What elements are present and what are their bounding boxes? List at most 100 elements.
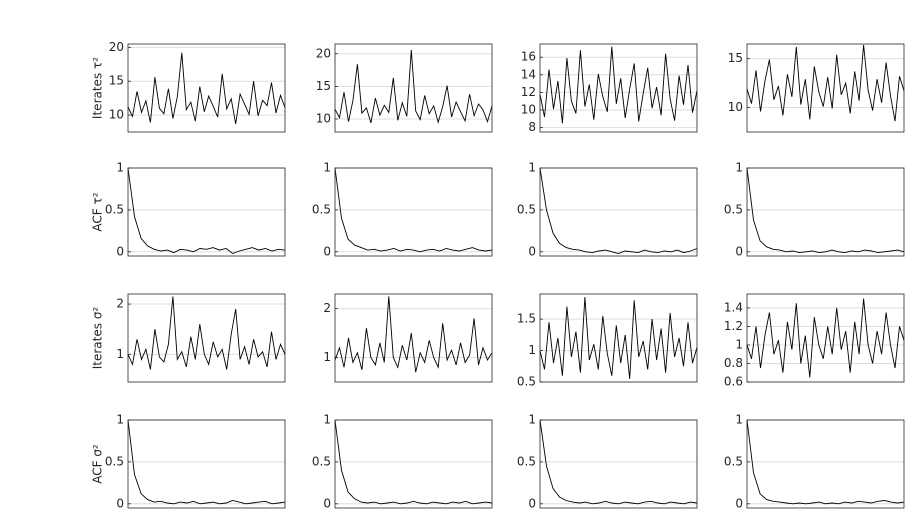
- series-line: [334, 419, 493, 505]
- y-tick-label: 0.5: [517, 375, 536, 389]
- axes-box: [334, 167, 493, 257]
- axes-box: [127, 419, 286, 509]
- y-axis-label: ACF σ²: [91, 444, 105, 484]
- y-tick-label: 0: [323, 244, 331, 258]
- series-line: [334, 49, 493, 124]
- panel: 00.51: [312, 413, 493, 510]
- y-tick-label: 1: [116, 161, 124, 175]
- y-tick-label: 1: [528, 413, 536, 427]
- panel: 10 15 20 Iterates τ²: [91, 40, 286, 133]
- panel: 1 2 Iterates σ²: [91, 293, 286, 383]
- y-tick-label: 0.6: [724, 375, 743, 389]
- series-line: [746, 419, 905, 505]
- series-line: [746, 44, 905, 122]
- y-tick-label: 20: [316, 46, 331, 60]
- axes-box: [539, 419, 698, 509]
- panel: 10 15: [728, 43, 905, 133]
- panel: 0 0.5 1 ACF τ²: [91, 161, 286, 258]
- y-axis-label: Iterates τ²: [91, 57, 105, 119]
- y-tick-label: 1: [323, 413, 331, 427]
- y-tick-label: 10: [316, 111, 331, 125]
- panel: 8 10 12 14 16: [521, 43, 698, 134]
- y-tick-label: 16: [521, 50, 536, 64]
- series-line: [539, 419, 698, 505]
- y-tick-label: 1: [735, 337, 743, 351]
- panel: 12: [323, 293, 493, 383]
- y-tick-label: 0: [116, 244, 124, 258]
- y-tick-label: 0: [116, 496, 124, 510]
- y-tick-label: 1: [116, 413, 124, 427]
- y-tick-label: 1.5: [517, 312, 536, 326]
- axes-box: [127, 167, 286, 257]
- y-tick-label: 0.5: [724, 202, 743, 216]
- y-tick-label: 0: [323, 496, 331, 510]
- axes-box: [746, 43, 905, 133]
- y-tick-label: 15: [316, 79, 331, 93]
- panel: 10 15 20: [316, 43, 493, 133]
- y-tick-label: 0: [528, 244, 536, 258]
- y-tick-label: 10: [521, 103, 536, 117]
- y-tick-label: 2: [116, 297, 124, 311]
- y-tick-label: 0.5: [312, 454, 331, 468]
- y-axis-label: Iterates σ²: [91, 307, 105, 370]
- panel: 00.51: [517, 161, 698, 258]
- axes-box: [539, 293, 698, 383]
- y-tick-label: 12: [521, 85, 536, 99]
- series-line: [746, 167, 905, 254]
- y-tick-label: 1: [323, 161, 331, 175]
- series-line: [127, 167, 286, 255]
- y-tick-label: 1: [116, 347, 124, 361]
- axes-box: [539, 167, 698, 257]
- series-line: [334, 296, 493, 373]
- y-tick-label: 0: [735, 244, 743, 258]
- series-line: [127, 296, 286, 370]
- y-tick-label: 0.5: [312, 202, 331, 216]
- y-tick-label: 0.5: [105, 454, 124, 468]
- series-line: [334, 167, 493, 253]
- y-tick-label: 10: [728, 100, 743, 114]
- y-tick-label: 0: [528, 496, 536, 510]
- y-tick-label: 0.5: [724, 454, 743, 468]
- axes-box: [746, 419, 905, 509]
- y-tick-label: 1: [528, 161, 536, 175]
- y-tick-label: 1: [528, 343, 536, 357]
- panel: 0.6 0.8 1 1.2 1.4: [724, 293, 905, 389]
- axes-box: [746, 167, 905, 257]
- y-tick-label: 0.5: [517, 202, 536, 216]
- y-tick-label: 2: [323, 301, 331, 315]
- y-tick-label: 1.2: [724, 319, 743, 333]
- y-tick-label: 0: [735, 496, 743, 510]
- y-tick-label: 14: [521, 67, 536, 81]
- y-tick-label: 1.4: [724, 300, 743, 314]
- panel: 00.51: [724, 161, 905, 258]
- panel: 0.5 1 1.5: [517, 293, 698, 389]
- y-tick-label: 0.5: [517, 454, 536, 468]
- axes-box: [127, 43, 286, 133]
- y-tick-label: 15: [109, 74, 124, 88]
- y-tick-label: 10: [109, 108, 124, 122]
- y-tick-label: 0.8: [724, 356, 743, 370]
- series-line: [746, 298, 905, 378]
- y-tick-label: 1: [323, 350, 331, 364]
- panel: 00.51: [724, 413, 905, 510]
- axes-box: [334, 293, 493, 383]
- y-tick-label: 8: [528, 120, 536, 134]
- panel: 00.51: [312, 161, 493, 258]
- series-line: [127, 419, 286, 505]
- axes-box: [127, 293, 286, 383]
- y-tick-label: 1: [735, 161, 743, 175]
- series-line: [539, 46, 698, 124]
- y-tick-label: 15: [728, 51, 743, 65]
- series-line: [539, 167, 698, 254]
- panel: 0 0.5 1 ACF σ²: [91, 413, 286, 510]
- y-tick-label: 0.5: [105, 202, 124, 216]
- series-line: [539, 297, 698, 379]
- y-tick-label: 20: [109, 40, 124, 54]
- axes-box: [539, 43, 698, 133]
- axes-box: [334, 43, 493, 133]
- y-axis-label: ACF τ²: [91, 192, 105, 231]
- series-line: [127, 52, 286, 124]
- axes-box: [334, 419, 493, 509]
- axes-box: [746, 293, 905, 383]
